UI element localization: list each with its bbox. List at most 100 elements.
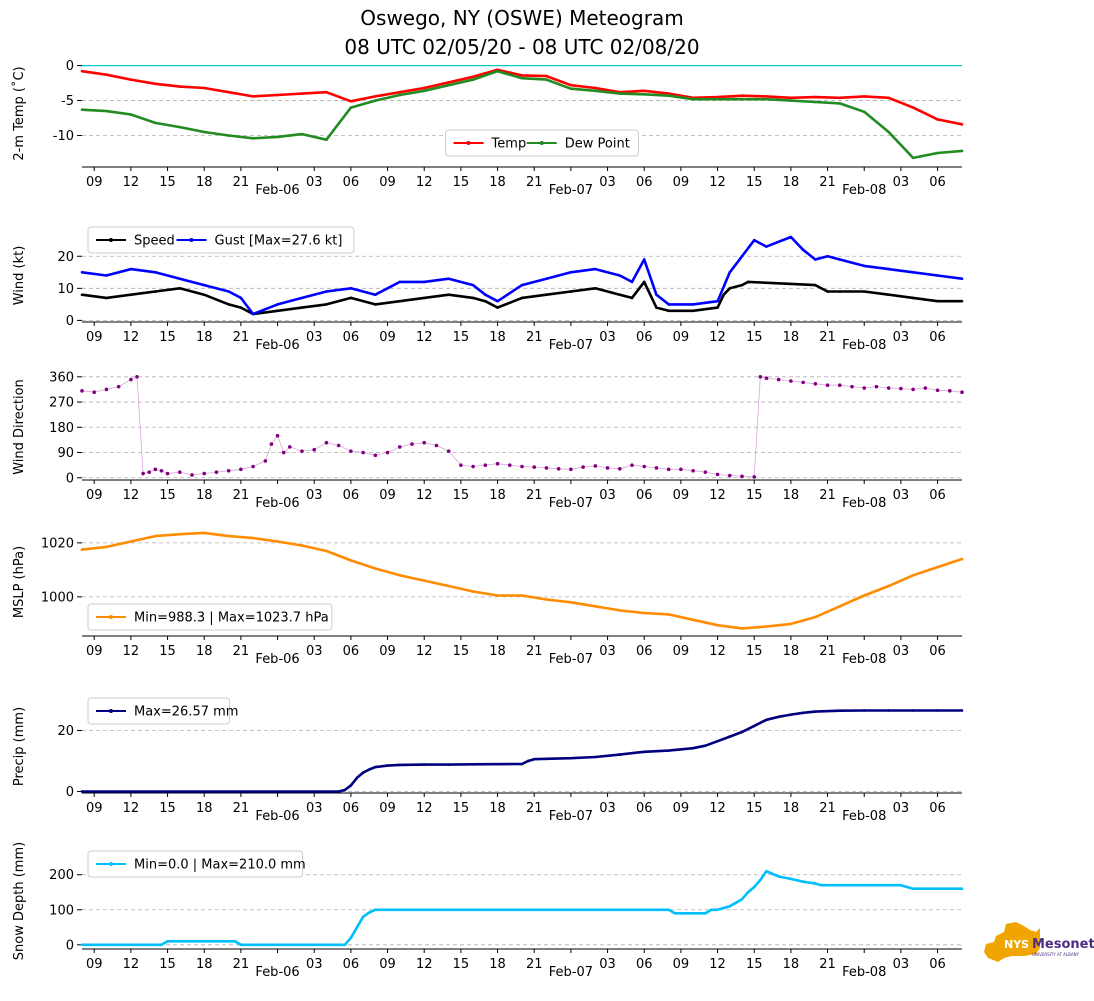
series-point	[765, 869, 768, 873]
series-point	[105, 109, 108, 113]
direction-point	[226, 468, 231, 473]
y-axis-label: Precip (mm)	[12, 707, 27, 786]
series-point	[936, 118, 939, 121]
series-point	[300, 92, 304, 95]
panel-1: 0 -5 -10 09 12 15 18 21 03 06 09 12 15 18 21 03 06 09 12 15…	[11, 59, 964, 198]
series-point	[814, 100, 817, 104]
direction-point	[116, 384, 121, 389]
x-day-label: Feb-08	[842, 809, 886, 824]
series-point	[276, 93, 279, 97]
series-point	[746, 890, 750, 894]
y-tick-label: 100	[49, 903, 74, 918]
x-tick-label: 18	[783, 175, 800, 190]
series-point	[154, 270, 157, 274]
series-point	[960, 887, 964, 891]
x-tick-label: 09	[673, 957, 690, 972]
x-tick-label: 12	[416, 644, 433, 659]
x-tick-label: 03	[306, 330, 323, 345]
x-tick-label: 03	[306, 957, 323, 972]
series-point	[520, 762, 524, 766]
series-point	[691, 618, 695, 622]
series-point	[618, 609, 622, 612]
series-point	[862, 883, 866, 887]
series-point	[545, 78, 548, 81]
series-point	[178, 85, 182, 88]
legend-label: Dew Point	[565, 137, 630, 152]
x-day-label: Feb-08	[842, 496, 886, 511]
series-point	[765, 718, 768, 722]
x-tick-label: 21	[819, 330, 836, 345]
direction-point	[617, 466, 622, 471]
series-point	[569, 290, 573, 293]
series-point	[594, 605, 597, 608]
series-point	[178, 125, 182, 129]
series-point	[667, 908, 670, 912]
y-tick-label: 1000	[41, 590, 74, 605]
x-tick-label: 15	[159, 801, 176, 816]
series-point	[496, 69, 499, 73]
direction-point	[202, 471, 207, 476]
x-tick-label: 09	[379, 488, 396, 503]
series-point	[801, 880, 805, 884]
x-tick-label: 21	[526, 957, 543, 972]
series-point	[545, 74, 548, 78]
direction-point	[569, 467, 573, 472]
x-tick-label: 15	[746, 957, 763, 972]
series-point	[716, 97, 719, 101]
series-point	[728, 904, 732, 908]
series-point	[911, 887, 915, 891]
series-point	[129, 267, 133, 271]
x-day-label: Feb-08	[842, 183, 886, 198]
series-point	[814, 283, 817, 287]
direction-point	[727, 473, 732, 478]
series-point	[710, 908, 713, 912]
x-tick-label: 21	[233, 175, 250, 190]
series-point	[398, 573, 402, 577]
series-point	[642, 611, 646, 615]
direction-point	[605, 466, 610, 470]
series-point	[471, 283, 475, 287]
series-point	[862, 594, 866, 597]
series-point	[545, 293, 548, 297]
legend-box	[87, 603, 333, 631]
series-point	[129, 293, 133, 297]
series-point	[594, 287, 597, 290]
direction-point	[312, 447, 317, 452]
series-point	[386, 764, 389, 767]
x-tick-label: 15	[453, 330, 470, 345]
x-tick-label: 18	[783, 801, 800, 816]
direction-point	[874, 384, 879, 389]
series-point	[239, 943, 243, 947]
x-tick-label: 18	[196, 801, 213, 816]
series-point	[398, 93, 402, 97]
direction-point	[385, 450, 390, 455]
series-point	[814, 615, 817, 619]
x-tick-label: 12	[416, 175, 433, 190]
series-point	[374, 293, 377, 297]
series-point	[728, 735, 732, 738]
series-point	[716, 623, 719, 627]
series-point	[887, 96, 890, 100]
series-point	[520, 296, 524, 300]
x-tick-label: 15	[159, 644, 176, 659]
series-point	[545, 598, 548, 601]
series-point	[899, 883, 903, 887]
x-tick-label: 15	[159, 488, 176, 503]
series-point	[276, 309, 279, 313]
series-point	[752, 724, 756, 728]
x-tick-label: 21	[819, 801, 836, 816]
series-point	[667, 92, 670, 95]
y-tick-label: 10	[57, 282, 74, 297]
series-point	[862, 709, 866, 712]
series-point	[960, 123, 964, 126]
series-point	[716, 299, 719, 303]
x-tick-label: 09	[673, 175, 690, 190]
series-point	[239, 306, 243, 309]
direction-point	[758, 375, 763, 379]
y-axis-label: Snow Depth (mm)	[12, 842, 27, 960]
series-point	[300, 132, 304, 136]
x-day-label: Feb-07	[549, 183, 593, 198]
direction-trace	[81, 376, 963, 478]
legend-label: Temp	[491, 137, 527, 152]
series-point	[532, 757, 536, 761]
